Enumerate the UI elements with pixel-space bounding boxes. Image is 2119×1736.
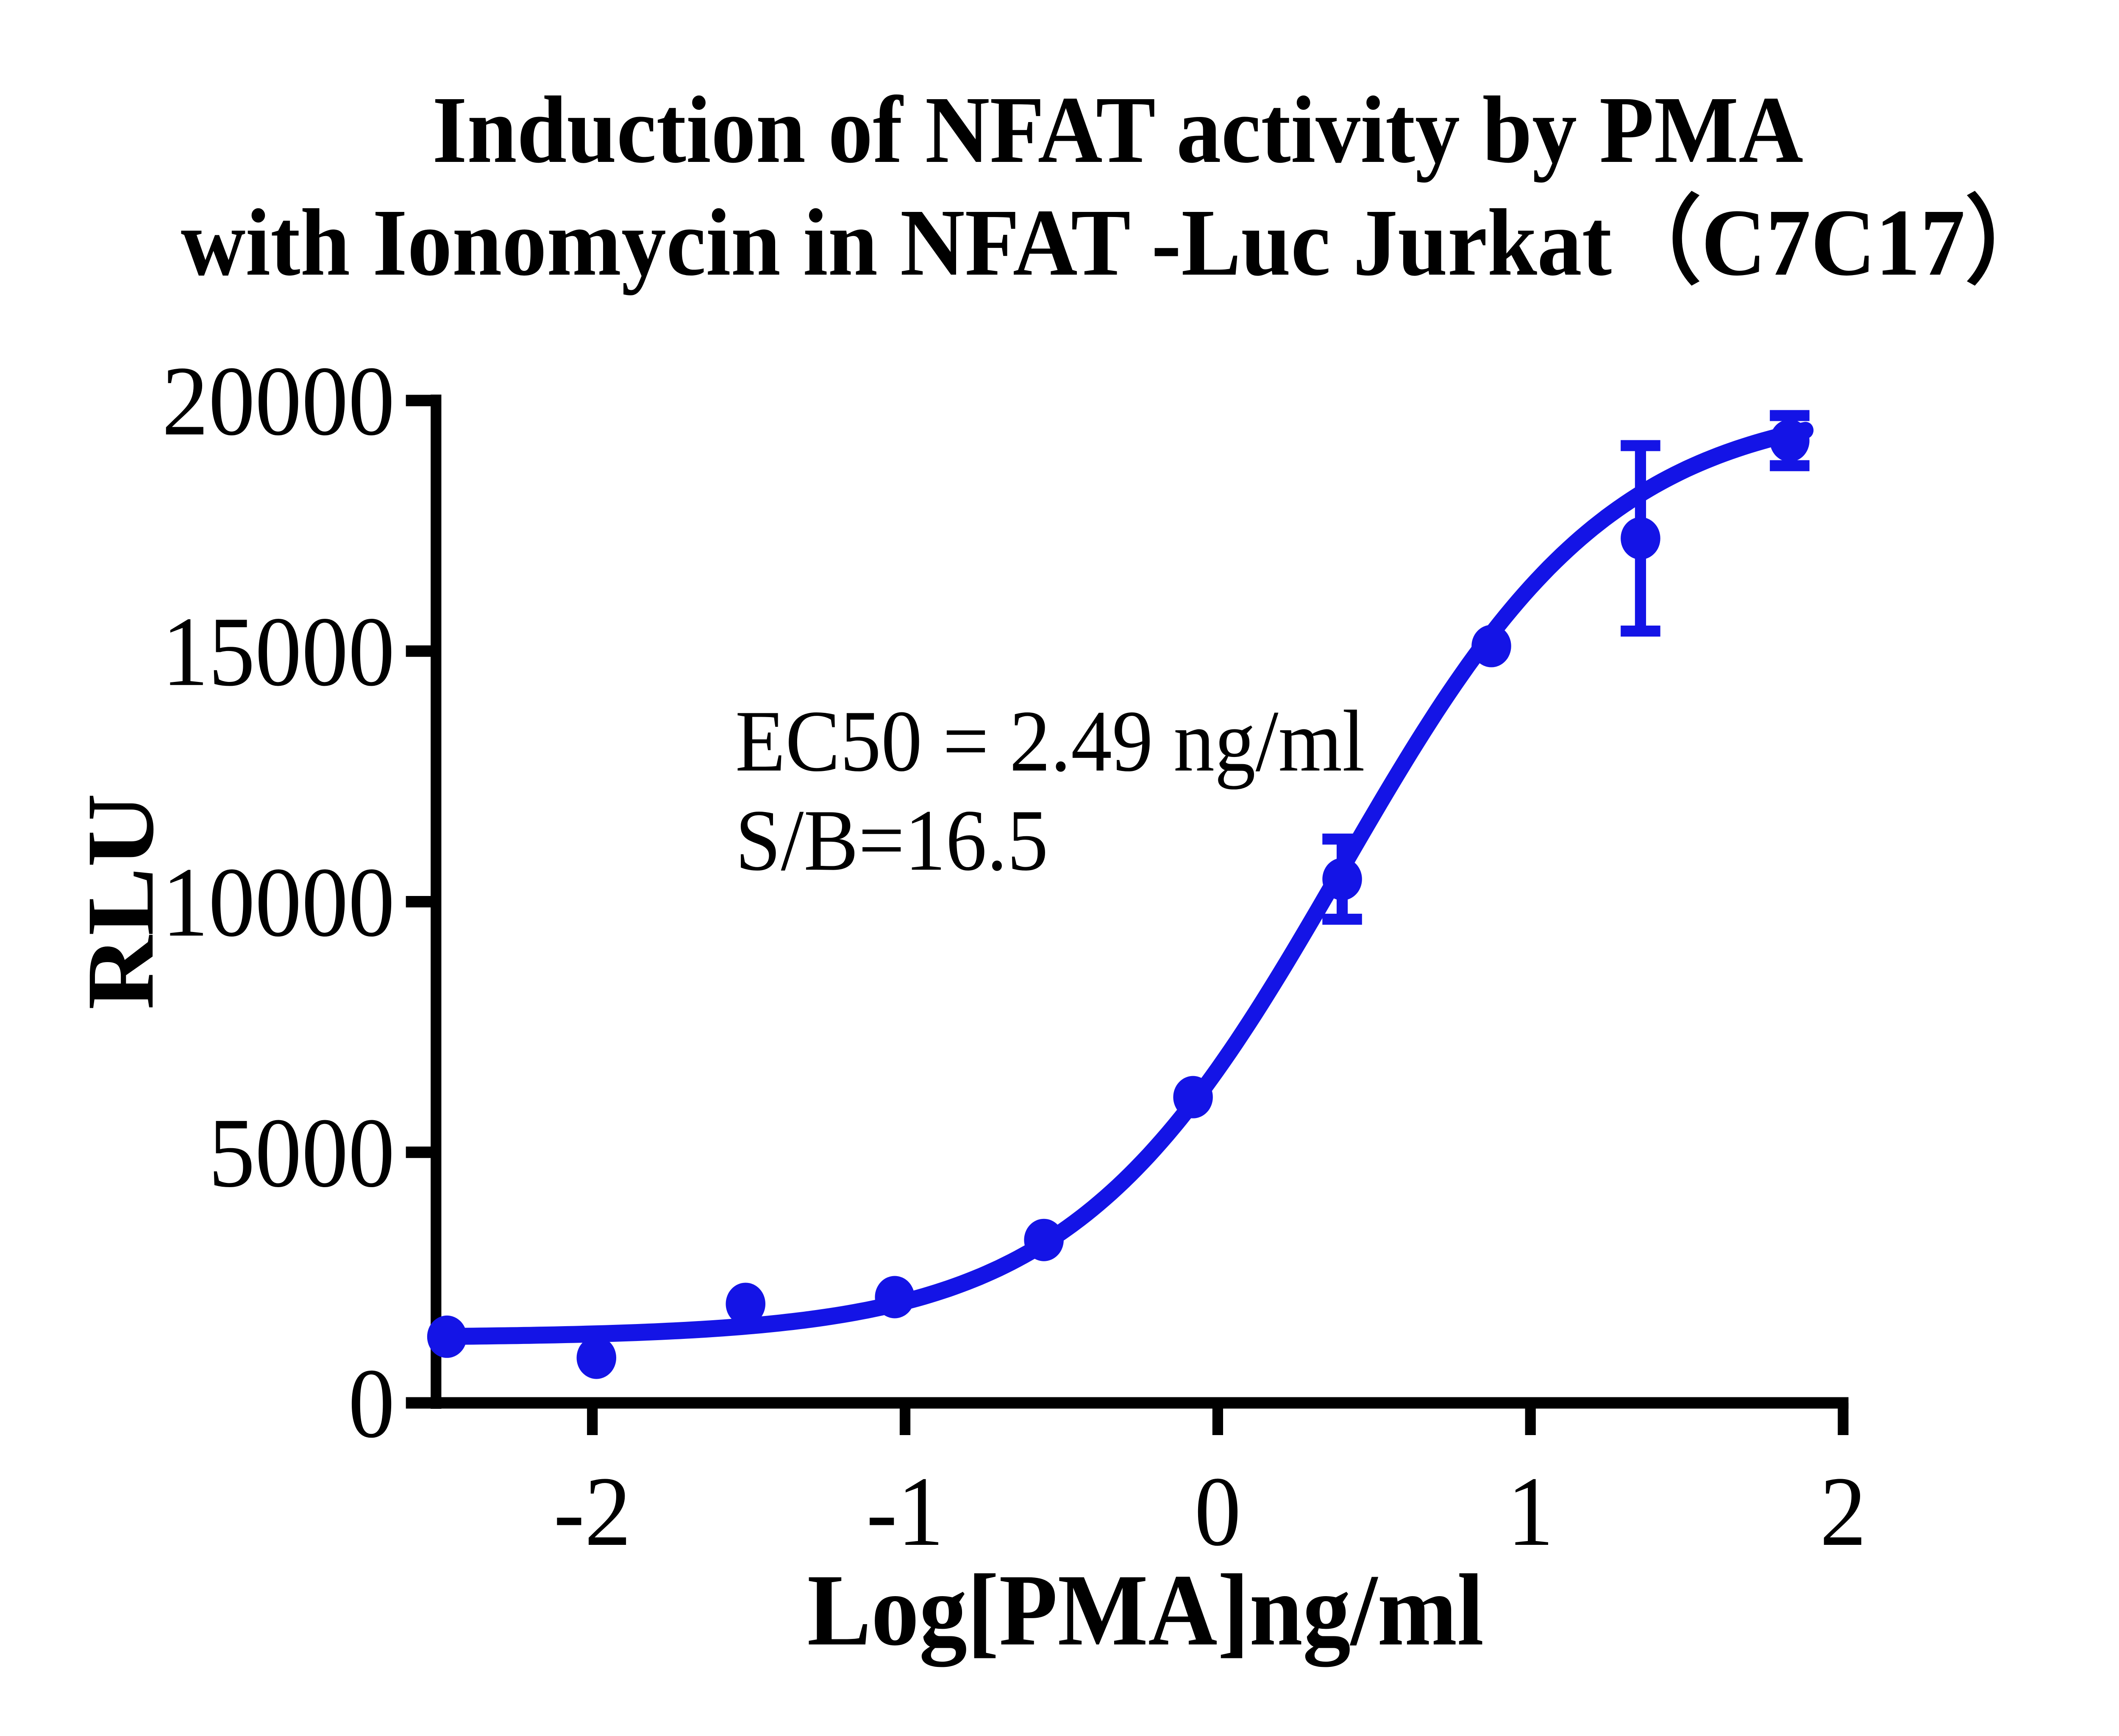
y-tick-label: 0 [348, 1348, 395, 1458]
y-tick-label: 10000 [162, 847, 395, 957]
data-point-layer [427, 410, 1810, 1379]
data-point-marker [1770, 419, 1810, 462]
y-tick-label: 5000 [209, 1098, 395, 1208]
data-point-marker [576, 1336, 617, 1379]
fit-curve [428, 422, 1814, 1345]
chart-title-line2: with Ionomycin in NFAT -Luc Jurkat（C7C17… [181, 190, 2055, 296]
data-point-marker [1621, 517, 1660, 560]
x-axis-label: Log[PMA]ng/ml [807, 1553, 1484, 1667]
data-point-marker [726, 1283, 766, 1325]
x-tick-label: 2 [1820, 1456, 1866, 1566]
data-point-marker [875, 1276, 915, 1319]
axis-tick-labels: -2 -1 0 1 2 0 5000 10000 15000 20000 [162, 346, 1866, 1566]
y-tick-label: 15000 [162, 597, 395, 707]
x-tick-label: -1 [866, 1456, 944, 1566]
x-tick-label: 1 [1507, 1456, 1554, 1566]
data-point-marker [1024, 1219, 1064, 1261]
x-tick-label: -2 [553, 1456, 631, 1566]
signal-background-annotation: S/B=16.5 [735, 792, 1048, 889]
x-tick-label: 0 [1194, 1456, 1241, 1566]
data-point-marker [1322, 858, 1362, 901]
fit-curve-layer [428, 422, 1814, 1345]
ec50-annotation: EC50 = 2.49 ng/ml [735, 693, 1365, 790]
data-point-marker [1173, 1076, 1213, 1118]
plot-axes [406, 395, 1849, 1435]
data-point-marker [427, 1315, 467, 1358]
data-point-marker [1471, 625, 1511, 668]
y-tick-label: 20000 [162, 346, 395, 456]
chart-title-line1: Induction of NFAT activity by PMA [432, 77, 1803, 183]
y-axis-label: RLU [67, 793, 173, 1010]
